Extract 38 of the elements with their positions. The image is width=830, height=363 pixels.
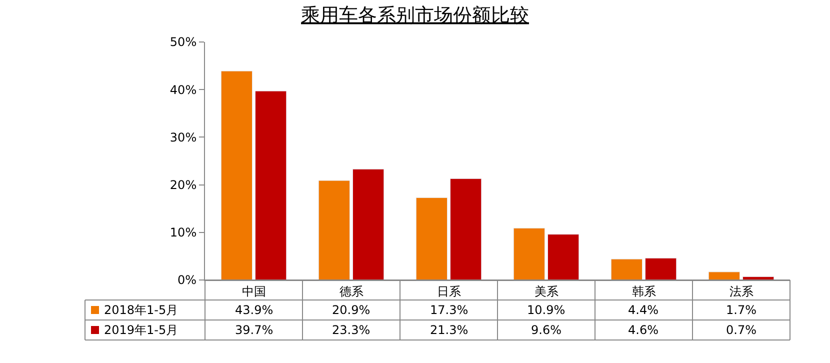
bar xyxy=(254,90,287,280)
data-label: 43.9% xyxy=(235,303,274,317)
y-tick-label: 30% xyxy=(170,130,197,144)
data-label: 4.6% xyxy=(628,323,658,337)
data-label: 39.7% xyxy=(235,323,274,337)
y-tick-label: 40% xyxy=(170,82,197,97)
data-label: 9.6% xyxy=(531,323,562,337)
x-tick-label: 中国 xyxy=(242,284,266,298)
data-label: 20.9% xyxy=(332,303,370,317)
y-tick-label: 10% xyxy=(170,226,197,240)
x-tick-label: 日系 xyxy=(436,284,461,298)
y-tick-label: 0% xyxy=(178,273,197,288)
y-tick-label: 20% xyxy=(170,178,197,192)
data-label: 23.3% xyxy=(332,323,370,337)
bar xyxy=(416,197,448,280)
data-label: 17.3% xyxy=(430,303,468,317)
chart-title: 乘用车各系别市场份额比较 xyxy=(301,4,529,26)
bar xyxy=(352,168,384,280)
data-label: 21.3% xyxy=(430,323,468,337)
data-label: 10.9% xyxy=(527,303,566,317)
legend-label: 2019年1-5月 xyxy=(104,323,178,337)
x-tick-label: 德系 xyxy=(339,284,364,298)
bar xyxy=(220,70,253,280)
data-label: 0.7% xyxy=(726,323,756,337)
data-label: 4.4% xyxy=(628,303,658,317)
x-tick-label: 韩系 xyxy=(632,284,656,298)
x-tick-label: 美系 xyxy=(534,284,558,298)
bar xyxy=(318,180,350,280)
x-tick-label: 法系 xyxy=(729,284,754,298)
bar xyxy=(513,228,546,280)
legend-label: 2018年1-5月 xyxy=(104,303,178,317)
bar xyxy=(610,258,643,280)
bar xyxy=(450,178,482,280)
y-tick-label: 50% xyxy=(170,35,197,50)
bar xyxy=(547,234,580,280)
data-label: 1.7% xyxy=(726,303,756,317)
bar xyxy=(708,272,740,280)
bar xyxy=(644,258,677,280)
